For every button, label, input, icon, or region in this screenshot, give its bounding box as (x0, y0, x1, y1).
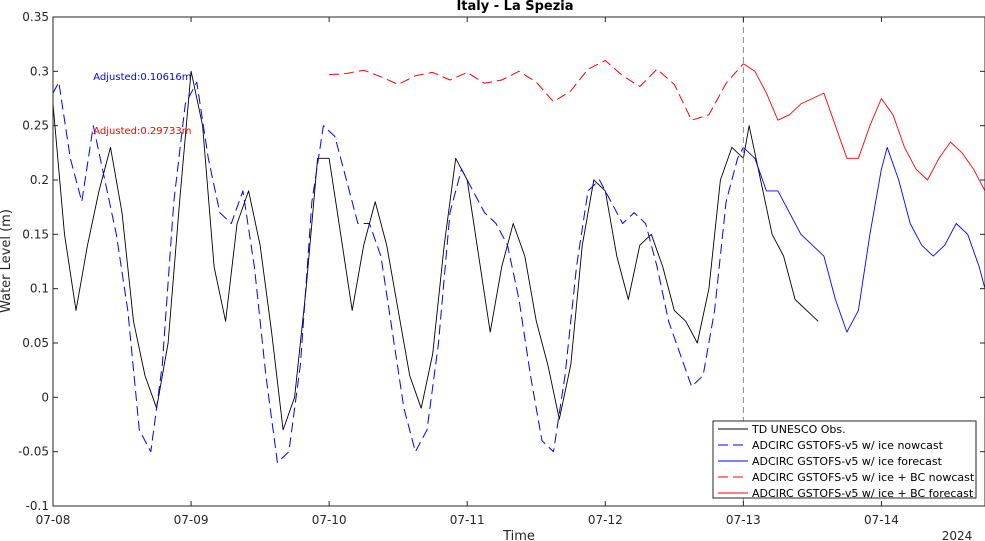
x-axis-label: Time (502, 529, 535, 541)
annotation-0: Adjusted:0.10616m (93, 72, 191, 83)
series-line-td-unesco-obs (52, 70, 819, 431)
series-line-adcirc-gstofs-v5-w-ice-nowcast (52, 81, 744, 463)
chart-title: Italy - La Spezia (456, 0, 573, 14)
legend-entry: ADCIRC GSTOFS-v5 w/ ice + BC nowcast (752, 471, 975, 484)
series-line-adcirc-gstofs-v5-w-ice-bc-nowcast (329, 60, 744, 121)
y-tick-label: 0.05 (22, 336, 49, 350)
y-axis-label: Water Level (m) (0, 209, 14, 313)
series-line-adcirc-gstofs-v5-w-ice-forecast (743, 146, 985, 333)
x-tick-label: 07-14 (864, 513, 899, 527)
series-line-adcirc-gstofs-v5-w-ice-bc-forecast (743, 63, 985, 192)
annotations: Adjusted:0.10616m Adjusted:0.29733m (93, 72, 191, 137)
legend-entry: ADCIRC GSTOFS-v5 w/ ice forecast (752, 455, 943, 468)
x-tick-label: 07-12 (588, 513, 623, 527)
x-tick-label: 07-09 (174, 513, 209, 527)
legend-entry: TD UNESCO Obs. (751, 423, 846, 436)
x-tick-label: 07-08 (36, 513, 71, 527)
x-tick-label: 07-10 (312, 513, 347, 527)
y-tick-label: 0.25 (22, 119, 49, 133)
y-tick-label: 0.2 (30, 173, 49, 187)
annotation-1: Adjusted:0.29733m (93, 126, 191, 137)
legend-entry: ADCIRC GSTOFS-v5 w/ ice nowcast (752, 439, 944, 452)
y-tick-label: 0.35 (22, 10, 49, 24)
legend-entry: ADCIRC GSTOFS-v5 w/ ice + BC forecast (752, 487, 974, 500)
y-tick-label: -0.1 (26, 499, 49, 513)
y-axis: -0.1 -0.05 0 0.05 0.1 0.15 0.2 0.25 0.3 0.35 (18, 10, 985, 513)
legend-box (712, 420, 977, 499)
y-tick-label: 0.1 (30, 282, 49, 296)
plot-frame (52, 16, 985, 507)
y-tick-label: 0 (41, 390, 49, 404)
year-label: 2024 (942, 529, 973, 541)
y-tick-label: 0.3 (30, 64, 49, 78)
y-tick-label: -0.05 (18, 445, 49, 459)
series-layer (52, 60, 985, 463)
x-tick-label: 07-11 (450, 513, 485, 527)
legend: TD UNESCO Obs. ADCIRC GSTOFS-v5 w/ ice no… (712, 420, 977, 500)
x-axis: 07-08 07-09 07-10 07-11 07-12 07-13 07-14 (36, 17, 899, 527)
y-tick-label: 0.15 (22, 227, 49, 241)
x-tick-label: 07-13 (726, 513, 761, 527)
